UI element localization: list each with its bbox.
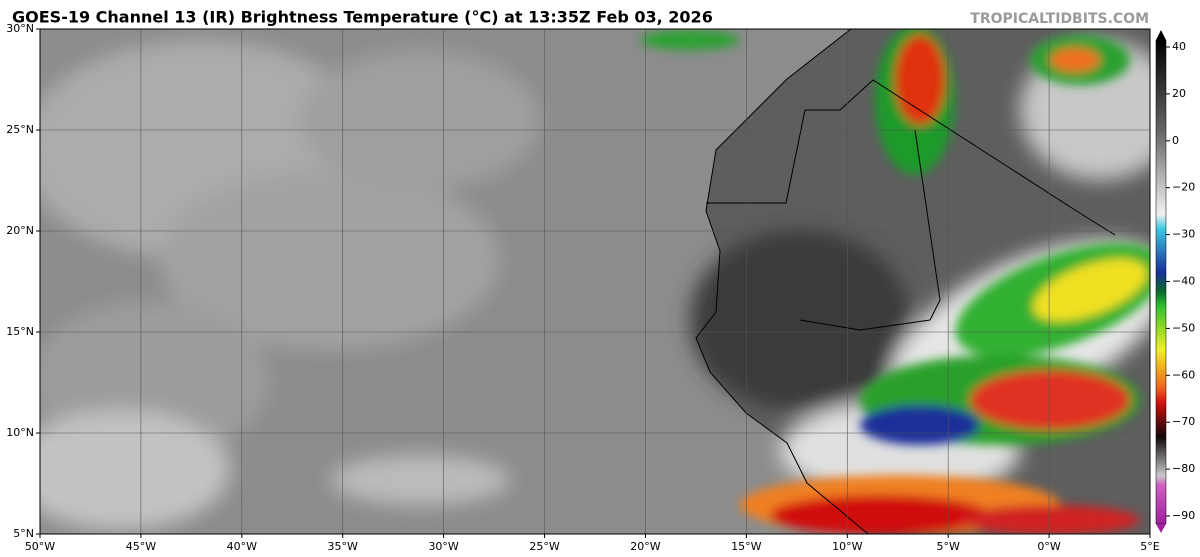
- lon-label: 10°W: [832, 540, 862, 553]
- colorbar-label: −70: [1172, 415, 1195, 428]
- lon-label: 40°W: [227, 540, 257, 553]
- colorbar-label: −80: [1172, 462, 1195, 475]
- lon-label: 45°W: [126, 540, 156, 553]
- lat-label: 30°N: [6, 22, 34, 35]
- colorbar-label: −30: [1172, 228, 1195, 241]
- site-credit: TROPICALTIDBITS.COM: [970, 11, 1149, 27]
- lon-label: 30°W: [428, 540, 458, 553]
- colorbar-label: 40: [1172, 40, 1186, 53]
- colorbar-label: −90: [1172, 509, 1195, 522]
- colorbar-label: −20: [1172, 181, 1195, 194]
- colorbar-label: −50: [1172, 321, 1195, 334]
- map-frame: [39, 28, 1151, 535]
- lon-label: 20°W: [630, 540, 660, 553]
- lon-label: 15°W: [731, 540, 761, 553]
- satellite-image: [40, 29, 1150, 534]
- lon-label: 0°W: [1037, 540, 1060, 553]
- lat-label: 10°N: [6, 426, 34, 439]
- lon-label: 5°W: [936, 540, 959, 553]
- lon-label: 35°W: [328, 540, 358, 553]
- lat-label: 20°N: [6, 224, 34, 237]
- lon-label: 5°E: [1140, 540, 1159, 553]
- title: GOES-19 Channel 13 (IR) Brightness Tempe…: [12, 8, 713, 27]
- colorbar: [1155, 30, 1167, 533]
- colorbar-label: 0: [1172, 134, 1179, 147]
- lat-label: 25°N: [6, 123, 34, 136]
- colorbar-label: −60: [1172, 368, 1195, 381]
- colorbar-label: 20: [1172, 87, 1186, 100]
- lon-label: 25°W: [529, 540, 559, 553]
- colorbar-label: −40: [1172, 275, 1195, 288]
- lat-label: 15°N: [6, 325, 34, 338]
- lon-label: 50°W: [25, 540, 55, 553]
- lat-label: 5°N: [13, 527, 34, 540]
